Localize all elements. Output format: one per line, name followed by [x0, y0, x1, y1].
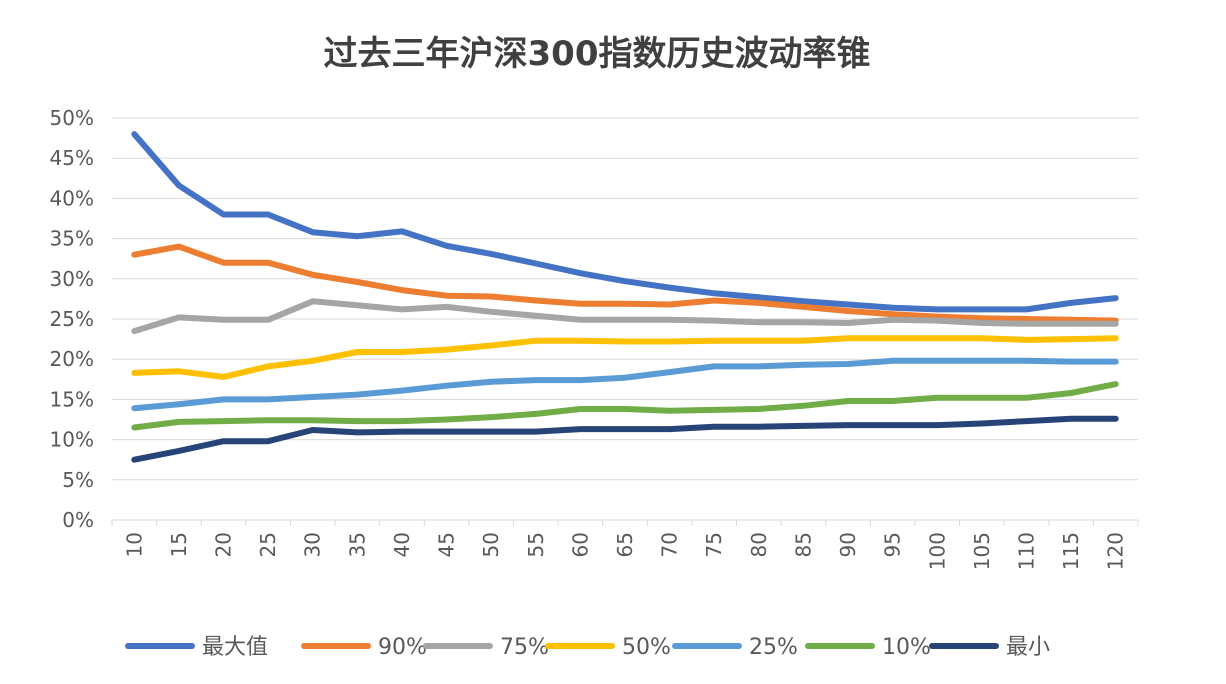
- x-tick-label: 15: [167, 532, 191, 557]
- y-tick-label: 15%: [50, 387, 94, 411]
- y-tick-label: 50%: [50, 106, 94, 130]
- legend-label: 50%: [622, 635, 671, 660]
- y-tick-label: 25%: [50, 307, 94, 331]
- x-tick-label: 55: [524, 532, 548, 557]
- y-axis: 0% 5% 10% 15% 20% 25% 30% 35% 40% 45% 50%: [50, 106, 94, 532]
- x-tick-label: 85: [791, 532, 815, 557]
- x-tick-label: 60: [568, 532, 592, 557]
- legend-label: 75%: [500, 635, 549, 660]
- legend-label: 90%: [378, 635, 427, 660]
- y-tick-label: 45%: [50, 146, 94, 170]
- legend-label: 10%: [882, 635, 931, 660]
- x-tick-label: 45: [435, 532, 459, 557]
- series-line-50%: [131, 335, 1119, 380]
- series-line-25%: [131, 357, 1119, 412]
- x-tick-label: 100: [925, 532, 949, 570]
- x-tick-label: 80: [747, 532, 771, 557]
- y-tick-label: 20%: [50, 347, 94, 371]
- series-line-最大值: [131, 131, 1119, 313]
- x-tick-label: 90: [836, 532, 860, 557]
- y-tick-label: 40%: [50, 186, 94, 210]
- series-line-最小: [131, 415, 1119, 463]
- x-tick-label: 10: [122, 532, 146, 557]
- x-tick-label: 65: [613, 532, 637, 557]
- x-tick-label: 105: [970, 532, 994, 570]
- x-tick-label: 120: [1104, 532, 1128, 570]
- x-tick-label: 95: [881, 532, 905, 557]
- x-tick-label: 35: [345, 532, 369, 557]
- x-tick-label: 40: [390, 532, 414, 557]
- x-tick-label: 25: [256, 532, 280, 557]
- legend-label: 最大值: [202, 635, 268, 660]
- legend: 最大值 90% 75% 50% 25% 10% 最小: [125, 635, 1050, 660]
- x-tick-label: 70: [658, 532, 682, 557]
- x-tick-label: 30: [301, 532, 325, 557]
- x-tick-label: 110: [1014, 532, 1038, 570]
- x-tick-label: 115: [1059, 532, 1083, 570]
- legend-label: 最小: [1006, 635, 1050, 660]
- series-line-90%: [131, 243, 1119, 324]
- x-tick-label: 20: [212, 532, 236, 557]
- legend-label: 25%: [749, 635, 798, 660]
- x-tick-label: 50: [479, 532, 503, 557]
- y-tick-label: 10%: [50, 428, 94, 452]
- x-tick-label: 75: [702, 532, 726, 557]
- y-tick-label: 30%: [50, 267, 94, 291]
- y-tick-label: 0%: [62, 508, 94, 532]
- y-tick-label: 35%: [50, 227, 94, 251]
- y-tick-label: 5%: [62, 468, 94, 492]
- chart-title: 过去三年沪深300指数历史波动率锥: [324, 34, 871, 74]
- series-lines: [131, 131, 1119, 463]
- series-line-10%: [131, 381, 1119, 431]
- series-line-75%: [131, 298, 1119, 335]
- x-axis: 10 15 20 25 30 35 40 45 50 55 60 65 70 75 80 85 90 95 100 1…: [111, 520, 1139, 570]
